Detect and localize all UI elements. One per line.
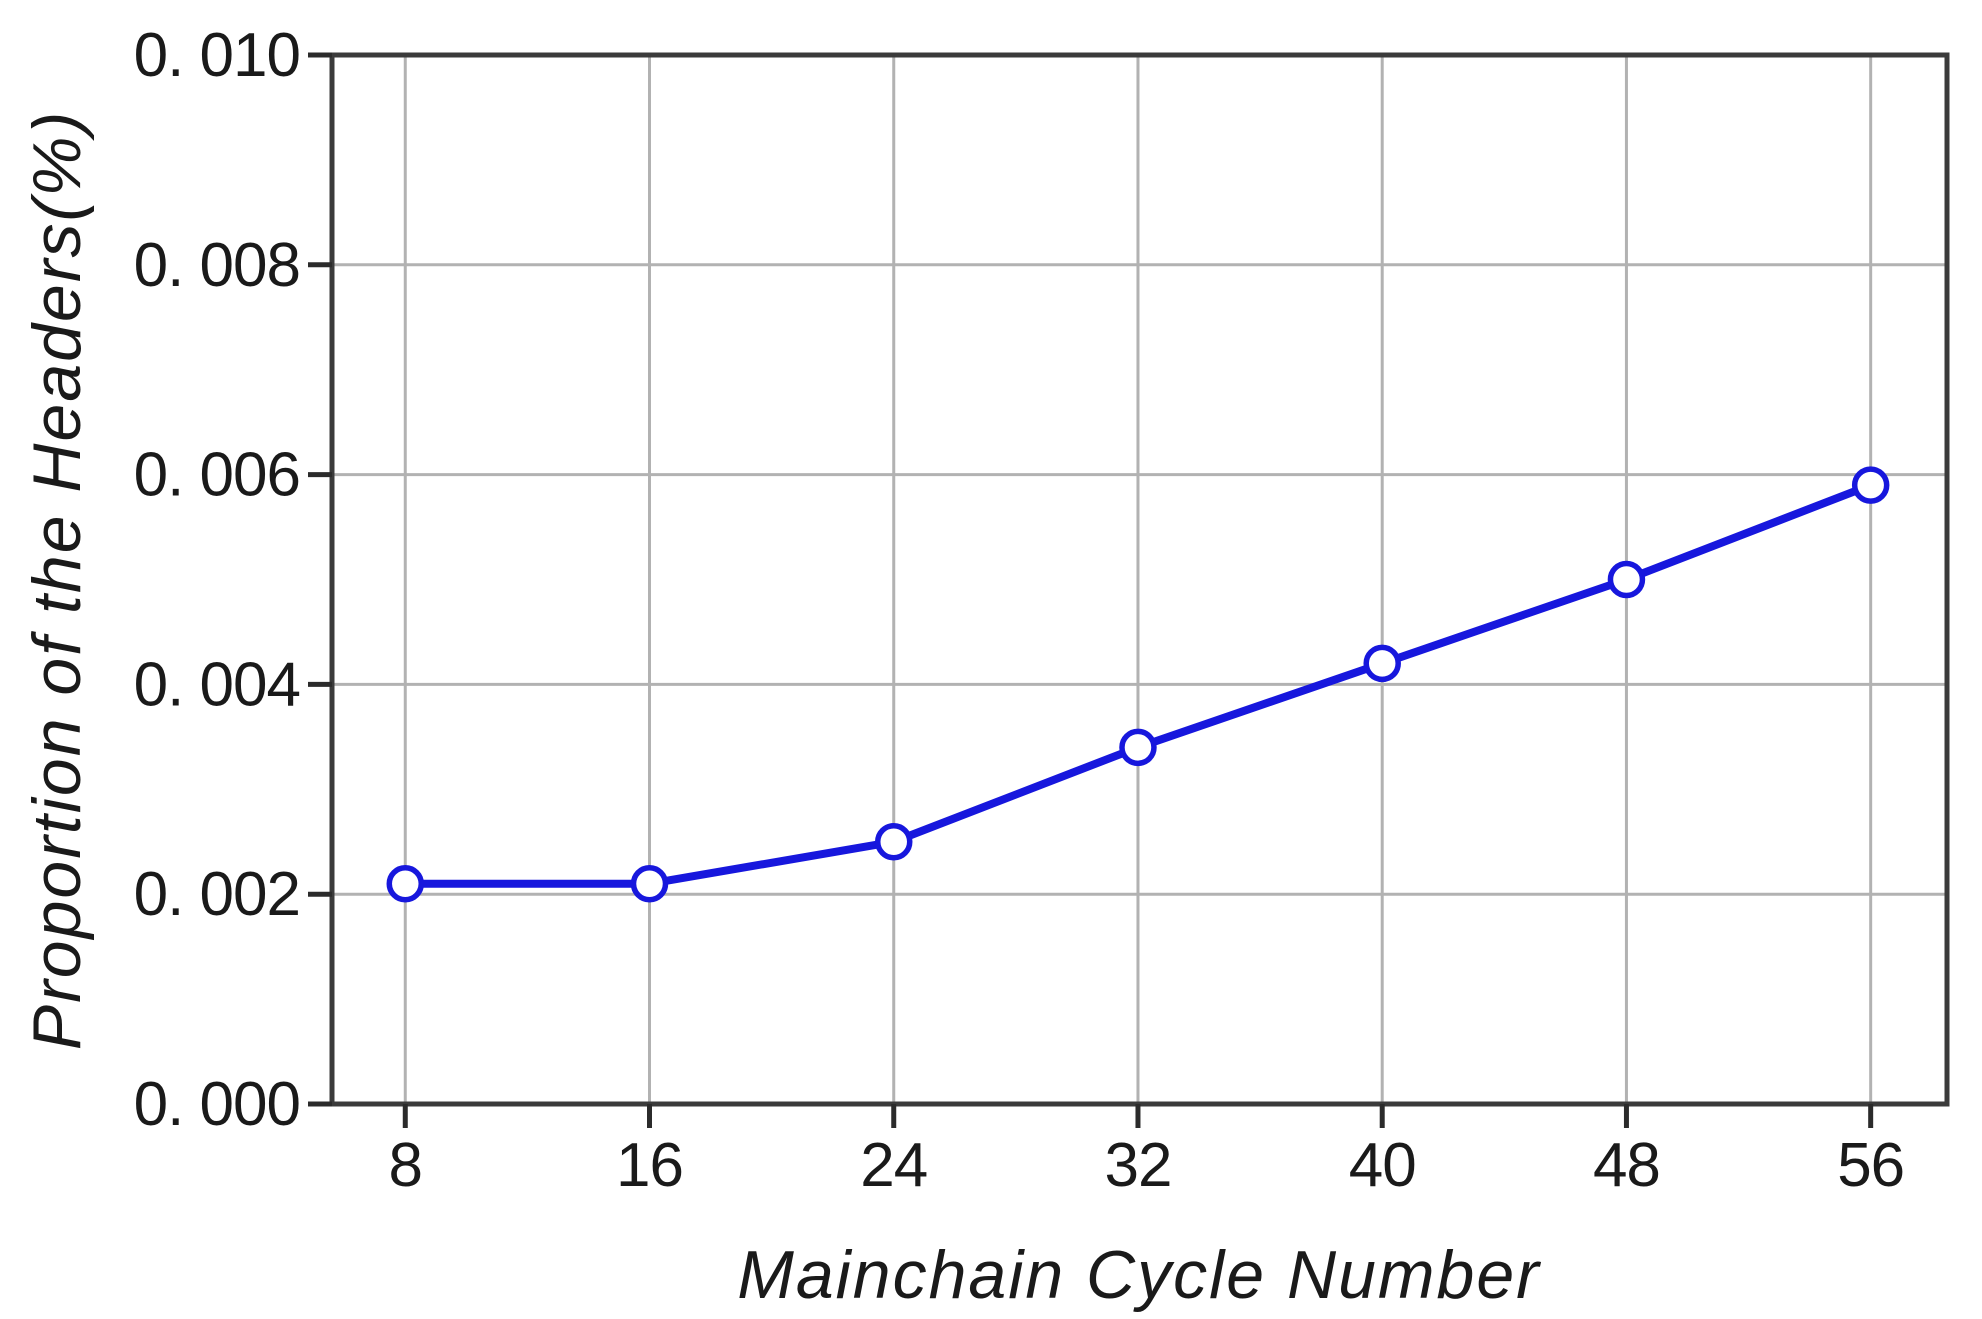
data-point-marker [874,823,913,861]
y-tick-label: 0. 008 [134,231,300,300]
data-point-marker [1119,728,1157,767]
y-tick-label: 0. 004 [134,650,300,719]
gridlines [332,53,1947,1106]
x-tick-label: 24 [860,1131,927,1200]
y-tick-label: 0. 002 [134,860,300,929]
tick-labels: 0. 000 0. 002 0. 004 0. 006 0. 008 0. 010 8 16 2… [134,21,1906,1200]
plot-frame [329,52,1950,1107]
data-series [386,466,1890,903]
y-tick-label: 0. 010 [134,21,300,90]
x-tick-label: 40 [1349,1131,1416,1200]
x-tick-label: 48 [1593,1131,1660,1200]
data-point-marker [1363,644,1401,683]
x-tick-label: 32 [1104,1131,1171,1200]
x-tick-label: 16 [616,1131,683,1200]
axis-ticks [308,52,1874,1128]
x-tick-label: 56 [1837,1131,1904,1200]
y-tick-label: 0. 000 [134,1070,300,1139]
data-point-marker [1851,466,1890,504]
data-point-marker [1607,560,1646,599]
x-tick-label: 8 [389,1131,422,1200]
y-tick-label: 0. 006 [134,441,300,510]
y-axis-label: Proportion of the Headers(%) [19,110,95,1050]
data-point-marker [386,864,425,903]
plot-border [329,52,1950,1107]
data-point-marker [630,864,669,903]
x-axis-label: Mainchain Cycle Number [737,1237,1541,1313]
